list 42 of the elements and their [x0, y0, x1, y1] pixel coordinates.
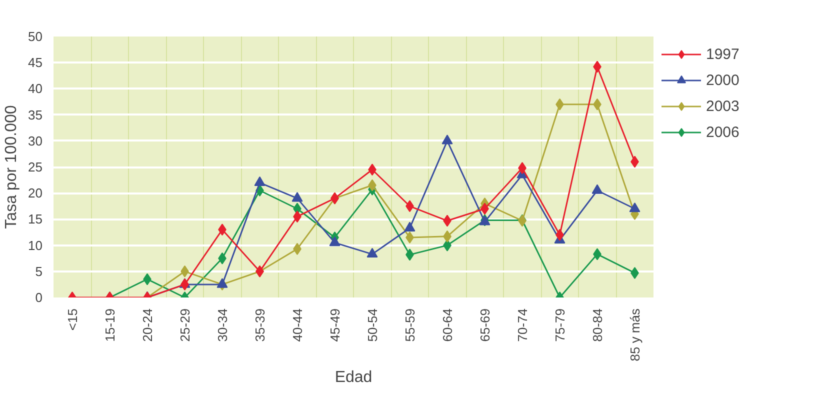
y-tick-label: 45 [28, 55, 43, 70]
x-tick-label: 80-84 [590, 308, 605, 342]
y-tick-label: 0 [35, 290, 43, 305]
y-tick-label: 50 [28, 29, 43, 44]
x-tick-label: <15 [64, 308, 80, 331]
point [329, 236, 340, 246]
x-tick-label: 30-34 [214, 308, 230, 342]
y-tick-label: 30 [28, 133, 43, 148]
y-tick-label: 25 [28, 160, 43, 174]
x-tick-label: 60-64 [440, 308, 455, 342]
x-tick-label: 55-59 [402, 308, 418, 342]
y-tick-label: 10 [28, 238, 43, 253]
x-tick-label: 50-54 [364, 308, 380, 342]
point [216, 278, 228, 288]
x-tick-label: 35-39 [252, 308, 268, 342]
x-tick-label: 75-79 [552, 308, 568, 342]
y-tick-label: 15 [28, 212, 43, 227]
x-tick-label: 45-49 [327, 308, 342, 342]
legend-label: 2000 [706, 72, 740, 88]
point [366, 248, 378, 258]
x-tick-label: 20-24 [140, 308, 155, 342]
x-tick-label: 25-29 [177, 308, 192, 342]
y-tick-label: 35 [28, 107, 43, 122]
x-tick-label: 40-44 [290, 308, 305, 342]
x-tick-label: 65-69 [477, 308, 492, 342]
x-tick-label: 70-74 [514, 308, 530, 342]
legend-label: 2006 [706, 124, 740, 140]
legend-label: 1997 [706, 46, 740, 62]
x-tick-label: 85 y más [627, 308, 642, 362]
point [629, 202, 640, 212]
legend-label: 2003 [706, 98, 740, 114]
x-tick-label: 15-19 [102, 308, 118, 342]
point [254, 176, 266, 186]
y-tick-label: 20 [28, 186, 43, 201]
point [292, 192, 303, 202]
y-tick-label: 5 [35, 264, 43, 279]
point [592, 184, 603, 194]
x-axis-title: Edad [334, 369, 372, 386]
y-tick-label: 40 [28, 81, 43, 96]
point [404, 222, 416, 232]
point [442, 134, 453, 144]
y-axis-title: Tasa por 100.000 [3, 105, 20, 229]
